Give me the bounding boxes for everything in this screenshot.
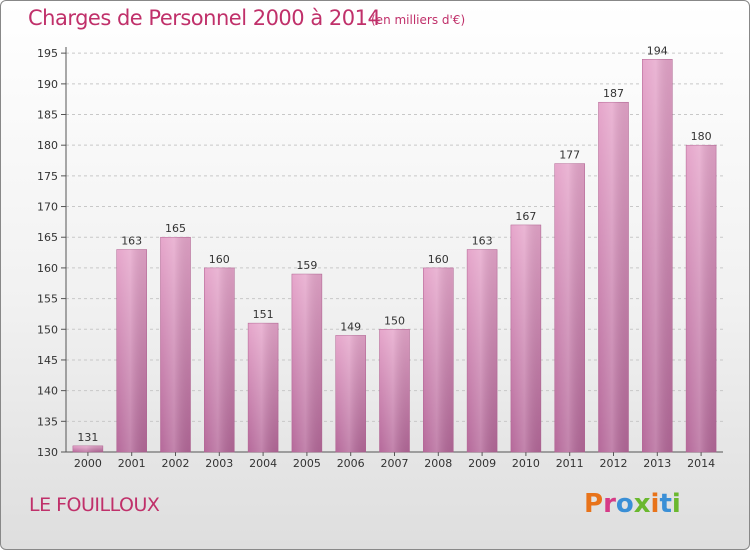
chart-subtitle: (en milliers d'€) bbox=[371, 13, 466, 27]
bar-shine-2009 bbox=[467, 249, 498, 452]
y-tick-label: 140 bbox=[37, 385, 58, 398]
y-tick-label: 165 bbox=[37, 231, 58, 244]
y-tick-label: 135 bbox=[37, 415, 58, 428]
x-tick-label-2005: 2005 bbox=[293, 457, 321, 470]
logo-letter: P bbox=[584, 489, 604, 519]
logo-letter: i bbox=[671, 489, 681, 519]
bar-layer bbox=[72, 59, 717, 453]
value-label-2010: 167 bbox=[515, 210, 536, 223]
bar-shine-2000 bbox=[72, 445, 103, 452]
y-tick-label: 150 bbox=[37, 323, 58, 336]
x-tick-label-2008: 2008 bbox=[424, 457, 452, 470]
bar-shine-2001 bbox=[116, 249, 147, 452]
x-tick-label-2000: 2000 bbox=[74, 457, 102, 470]
y-tick-label: 170 bbox=[37, 201, 58, 214]
value-label-2001: 163 bbox=[121, 235, 142, 248]
value-label-2002: 165 bbox=[165, 222, 186, 235]
value-label-2008: 160 bbox=[428, 253, 449, 266]
logo-letter: i bbox=[650, 489, 660, 519]
x-tick-label-2002: 2002 bbox=[162, 457, 190, 470]
bar-shine-2006 bbox=[335, 335, 366, 452]
x-tick-label-2007: 2007 bbox=[381, 457, 409, 470]
value-label-2007: 150 bbox=[384, 314, 405, 327]
bar-shine-2014 bbox=[686, 145, 717, 452]
value-label-2011: 177 bbox=[559, 149, 580, 162]
x-tick-label-2013: 2013 bbox=[643, 457, 671, 470]
x-tick-label-2004: 2004 bbox=[249, 457, 277, 470]
bar-shine-2011 bbox=[554, 163, 585, 452]
value-label-2004: 151 bbox=[253, 308, 274, 321]
bar-shine-2012 bbox=[598, 102, 629, 453]
y-tick-label: 160 bbox=[37, 262, 58, 275]
logo-letter: r bbox=[603, 489, 616, 519]
x-tick-label-2014: 2014 bbox=[687, 457, 715, 470]
value-label-2005: 159 bbox=[296, 259, 317, 272]
y-tick-label: 130 bbox=[37, 446, 58, 459]
bar-shine-2003 bbox=[204, 267, 235, 452]
bar-shine-2008 bbox=[423, 267, 454, 452]
bar-shine-2004 bbox=[248, 323, 279, 452]
y-tick-label: 175 bbox=[37, 170, 58, 183]
commune-name: LE FOUILLOUX bbox=[29, 494, 160, 516]
axis-layer: 130 135 140 145 150 155 160 165 170 175 180 185 190 1… bbox=[37, 47, 723, 470]
x-tick-label-2011: 2011 bbox=[556, 457, 584, 470]
logo-letter: x bbox=[633, 489, 651, 519]
value-label-2000: 131 bbox=[77, 431, 98, 444]
bar-shine-2007 bbox=[379, 329, 410, 452]
label-layer: 131 163 165 160 151 159 149 150 160 163 167 177 187 1… bbox=[77, 44, 711, 444]
bar-shine-2010 bbox=[510, 224, 541, 452]
proxiti-logo: Proxiti bbox=[584, 489, 681, 519]
y-tick-label: 155 bbox=[37, 293, 58, 306]
bar-shine-2002 bbox=[160, 237, 191, 452]
y-tick-label: 185 bbox=[37, 109, 58, 122]
bar-shine-2005 bbox=[291, 274, 322, 452]
y-tick-label: 190 bbox=[37, 78, 58, 91]
value-label-2012: 187 bbox=[603, 87, 624, 100]
y-tick-label: 180 bbox=[37, 139, 58, 152]
x-tick-label-2010: 2010 bbox=[512, 457, 540, 470]
x-tick-label-2012: 2012 bbox=[600, 457, 628, 470]
y-tick-label: 195 bbox=[37, 47, 58, 60]
x-tick-label-2003: 2003 bbox=[205, 457, 233, 470]
value-label-2006: 149 bbox=[340, 320, 361, 333]
chart-title: Charges de Personnel 2000 à 2014 bbox=[28, 6, 381, 30]
x-tick-label-2006: 2006 bbox=[337, 457, 365, 470]
bar-shine-2013 bbox=[642, 59, 673, 452]
logo-letter: t bbox=[659, 489, 672, 519]
x-tick-label-2009: 2009 bbox=[468, 457, 496, 470]
logo-letter: o bbox=[615, 489, 634, 519]
value-label-2009: 163 bbox=[472, 235, 493, 248]
value-label-2003: 160 bbox=[209, 253, 230, 266]
x-tick-label-2001: 2001 bbox=[118, 457, 146, 470]
value-label-2014: 180 bbox=[691, 130, 712, 143]
value-label-2013: 194 bbox=[647, 44, 668, 57]
y-tick-label: 145 bbox=[37, 354, 58, 367]
